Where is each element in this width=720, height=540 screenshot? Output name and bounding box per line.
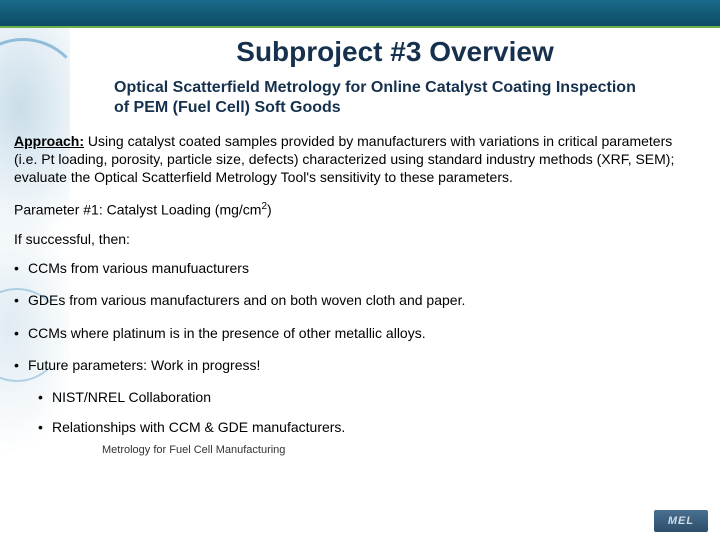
mel-logo: MEL xyxy=(654,510,708,532)
param-label: Parameter #1: Catalyst Loading (mg/cm xyxy=(14,201,261,217)
slide-content: Subproject #3 Overview Optical Scatterfi… xyxy=(0,28,720,456)
list-item: CCMs where platinum is in the presence o… xyxy=(14,324,696,342)
bullet-list: CCMs from various manufuacturers GDEs fr… xyxy=(14,259,696,436)
slide-title: Subproject #3 Overview xyxy=(94,36,696,68)
if-successful-line: If successful, then: xyxy=(14,231,696,247)
parameter-line: Parameter #1: Catalyst Loading (mg/cm2) xyxy=(14,201,696,218)
footer-text: Metrology for Fuel Cell Manufacturing xyxy=(102,444,696,456)
param-close: ) xyxy=(267,201,272,217)
header-bar xyxy=(0,0,720,28)
approach-paragraph: Approach: Using catalyst coated samples … xyxy=(14,132,696,187)
list-item: CCMs from various manufuacturers xyxy=(14,259,696,277)
list-item: Relationships with CCM & GDE manufacture… xyxy=(38,418,696,436)
list-item: Future parameters: Work in progress! xyxy=(14,356,696,374)
list-item: NIST/NREL Collaboration xyxy=(38,388,696,406)
slide-subtitle: Optical Scatterfield Metrology for Onlin… xyxy=(114,78,636,118)
approach-label: Approach: xyxy=(14,133,84,149)
approach-text: Using catalyst coated samples provided b… xyxy=(14,133,674,185)
list-item: GDEs from various manufacturers and on b… xyxy=(14,291,696,309)
